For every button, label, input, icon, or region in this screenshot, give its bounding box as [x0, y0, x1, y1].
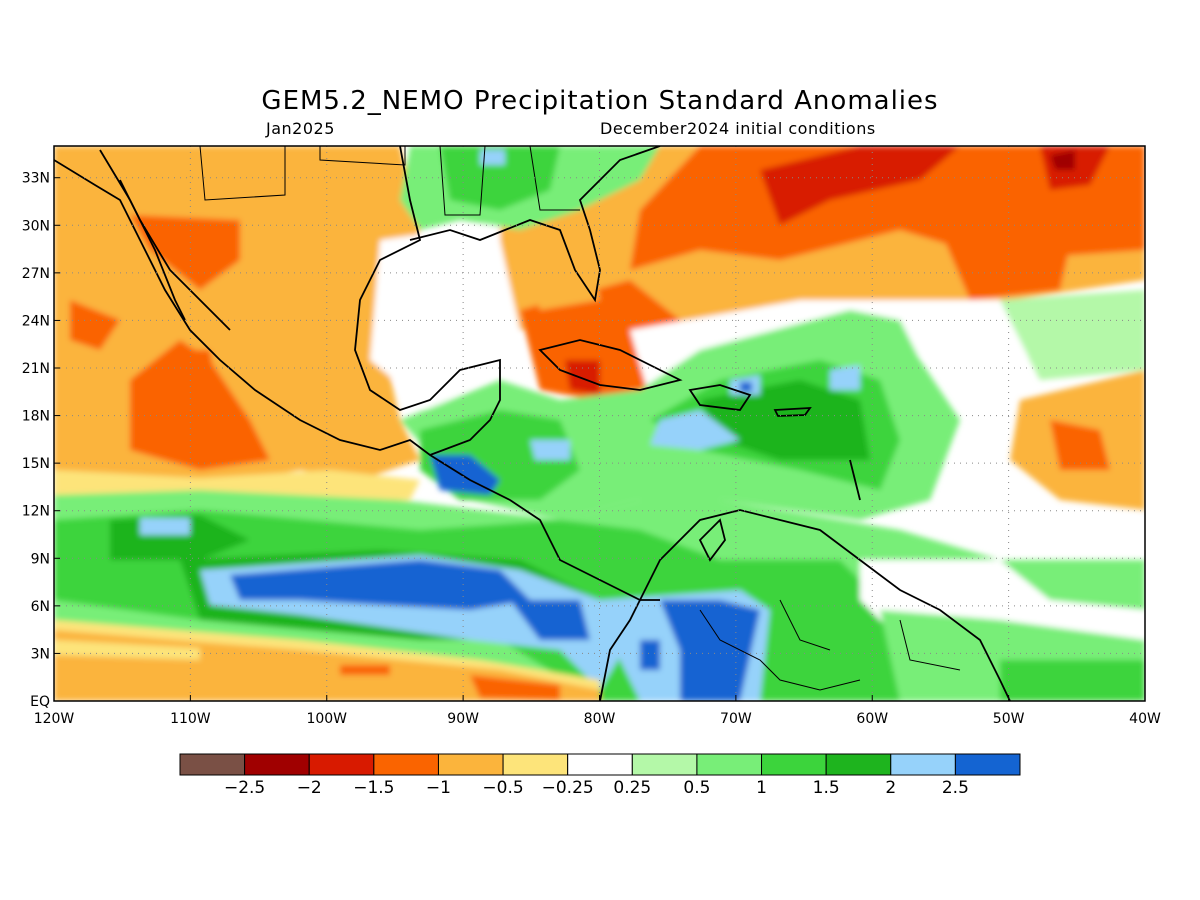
lon-tick-label: 80W — [584, 711, 616, 727]
colorbar-swatch — [308, 753, 375, 776]
forecast-month: Jan2025 — [266, 119, 335, 138]
coastlines — [54, 146, 1011, 701]
lon-tick-label: 90W — [447, 711, 479, 727]
colorbar-label: 2.5 — [942, 778, 969, 798]
latitude-axis: 33N 30N 27N 24N 21N 18N 15N 12N 9N 6N 3N EQ — [22, 171, 60, 710]
lat-tick-label: 24N — [22, 313, 50, 329]
lat-tick-label: 15N — [22, 456, 50, 472]
colorbar-swatch — [825, 753, 892, 776]
lat-tick-label: EQ — [30, 694, 50, 710]
lat-tick-label: 18N — [22, 409, 50, 425]
lat-tick-label: 21N — [22, 361, 50, 377]
colorbar-swatch — [567, 753, 633, 776]
lat-tick-label: 3N — [31, 646, 50, 662]
colorbar-swatch — [179, 753, 246, 776]
colorbar-swatch — [631, 753, 698, 776]
colorbar-label: 1 — [756, 778, 767, 798]
colorbar-label: 0.5 — [683, 778, 710, 798]
anomaly-field — [54, 146, 1145, 701]
lat-tick-label: 6N — [31, 599, 50, 615]
colorbar-swatch — [373, 753, 439, 776]
colorbar-label: −1 — [426, 778, 451, 798]
colorbar-label: −1.5 — [353, 778, 394, 798]
colorbar-label: −0.5 — [482, 778, 523, 798]
colorbar-swatch — [696, 753, 763, 776]
colorbar-boxes — [179, 753, 1021, 776]
colorbar-label: −0.25 — [542, 778, 594, 798]
lon-tick-label: 60W — [856, 711, 888, 727]
gridlines — [54, 146, 1145, 701]
colorbar-labels: −2.5 −2 −1.5 −1 −0.5 −0.25 0.25 0.5 1 1.5 2 2.5 — [224, 778, 969, 798]
colorbar-swatch — [761, 753, 827, 776]
colorbar-swatch — [502, 753, 569, 776]
lat-tick-label: 27N — [22, 266, 50, 282]
colorbar-swatch — [244, 753, 310, 776]
longitude-axis: 120W 110W 100W 90W 80W 70W 60W 50W 40W — [34, 695, 1161, 727]
lon-tick-label: 120W — [34, 711, 75, 727]
lat-tick-label: 12N — [22, 504, 50, 520]
borders — [199, 146, 961, 691]
lat-tick-label: 30N — [22, 218, 50, 234]
lon-tick-label: 40W — [1129, 711, 1161, 727]
lon-tick-label: 50W — [993, 711, 1025, 727]
lon-tick-label: 110W — [170, 711, 211, 727]
lon-tick-label: 100W — [306, 711, 347, 727]
colorbar-swatch — [890, 753, 956, 776]
colorbar-swatch — [954, 753, 1021, 776]
colorbar-swatch — [437, 753, 504, 776]
colorbar-label: −2.5 — [224, 778, 265, 798]
lat-tick-label: 9N — [31, 551, 50, 567]
colorbar-label: 0.25 — [613, 778, 651, 798]
colorbar-label: 2 — [885, 778, 896, 798]
colorbar-label: −2 — [297, 778, 322, 798]
map-title: GEM5.2_NEMO Precipitation Standard Anoma… — [261, 86, 939, 116]
colorbar-label: 1.5 — [813, 778, 840, 798]
lat-tick-label: 33N — [22, 171, 50, 187]
initial-conditions-label: December2024 initial conditions — [600, 119, 876, 138]
lon-tick-label: 70W — [720, 711, 752, 727]
